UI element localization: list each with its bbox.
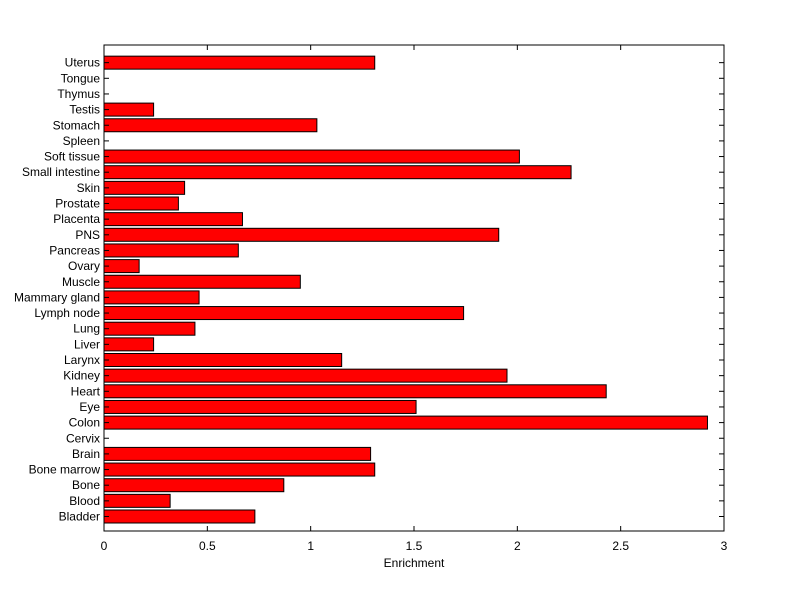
bar-lymph-node [103,306,465,321]
category-label: Soft tissue [44,150,100,164]
category-label: Pancreas [49,243,100,257]
bar-mammary-gland [103,290,200,305]
bar-placenta [103,212,243,227]
category-label: Blood [69,494,100,508]
bar-ovary [103,259,140,274]
bar-pancreas [103,243,239,258]
category-label: Bone [72,478,100,492]
x-tick-label: 1 [307,539,314,553]
category-label: Uterus [65,56,100,70]
category-label: Mammary gland [14,290,100,304]
bar-stomach [103,118,318,133]
bar-lung [103,321,196,336]
category-label: Larynx [64,353,100,367]
category-label: Testis [69,103,100,117]
x-tick-label: 1.5 [406,539,423,553]
category-label: Lymph node [34,306,100,320]
x-tick-label: 0 [101,539,108,553]
x-tick-label: 0.5 [199,539,216,553]
bar-brain [103,446,372,461]
category-label: Kidney [63,369,100,383]
bar-liver [103,337,155,352]
bars-group [103,55,708,524]
bar-pns [103,227,500,242]
category-label: Liver [74,337,100,351]
category-label: Bone marrow [29,463,101,477]
x-tick-labels-group: 0 0.5 1 1.5 2 2.5 3 [101,539,728,553]
category-label: Tongue [61,71,101,85]
bar-colon [103,415,708,430]
bar-small-intestine [103,165,572,180]
x-tick-label: 2 [514,539,521,553]
bar-blood [103,493,171,508]
category-label: Prostate [55,197,100,211]
category-label: Stomach [53,118,100,132]
category-label: Bladder [59,510,100,524]
category-label: Brain [72,447,100,461]
ticks-group [103,45,725,531]
x-axis-label: Enrichment [384,556,445,570]
bar-prostate [103,196,179,211]
bar-uterus [103,55,376,70]
category-label: Spleen [63,134,100,148]
bar-larynx [103,353,343,367]
bar-muscle [103,274,301,289]
category-label: Ovary [68,259,100,273]
bar-testis [103,102,155,117]
bar-skin [103,180,186,195]
category-label: Cervix [66,431,100,445]
category-label: Small intestine [22,165,100,179]
bar-soft-tissue [103,149,520,164]
x-tick-label: 3 [721,539,728,553]
bar-eye [103,399,417,414]
category-label: Colon [69,416,100,430]
bar-bladder [103,509,256,524]
category-label: Skin [77,181,100,195]
x-tick-label: 2.5 [612,539,629,553]
category-label: PNS [75,228,100,242]
category-label: Thymus [57,87,100,101]
category-label: Eye [79,400,100,414]
bar-bone-marrow [103,462,376,477]
bar-kidney [103,368,508,383]
bar-bone [103,478,285,493]
category-label: Heart [71,384,101,398]
bar-heart [103,384,607,399]
category-label: Lung [73,322,100,336]
category-label: Placenta [53,212,100,226]
category-label: Muscle [62,275,100,289]
